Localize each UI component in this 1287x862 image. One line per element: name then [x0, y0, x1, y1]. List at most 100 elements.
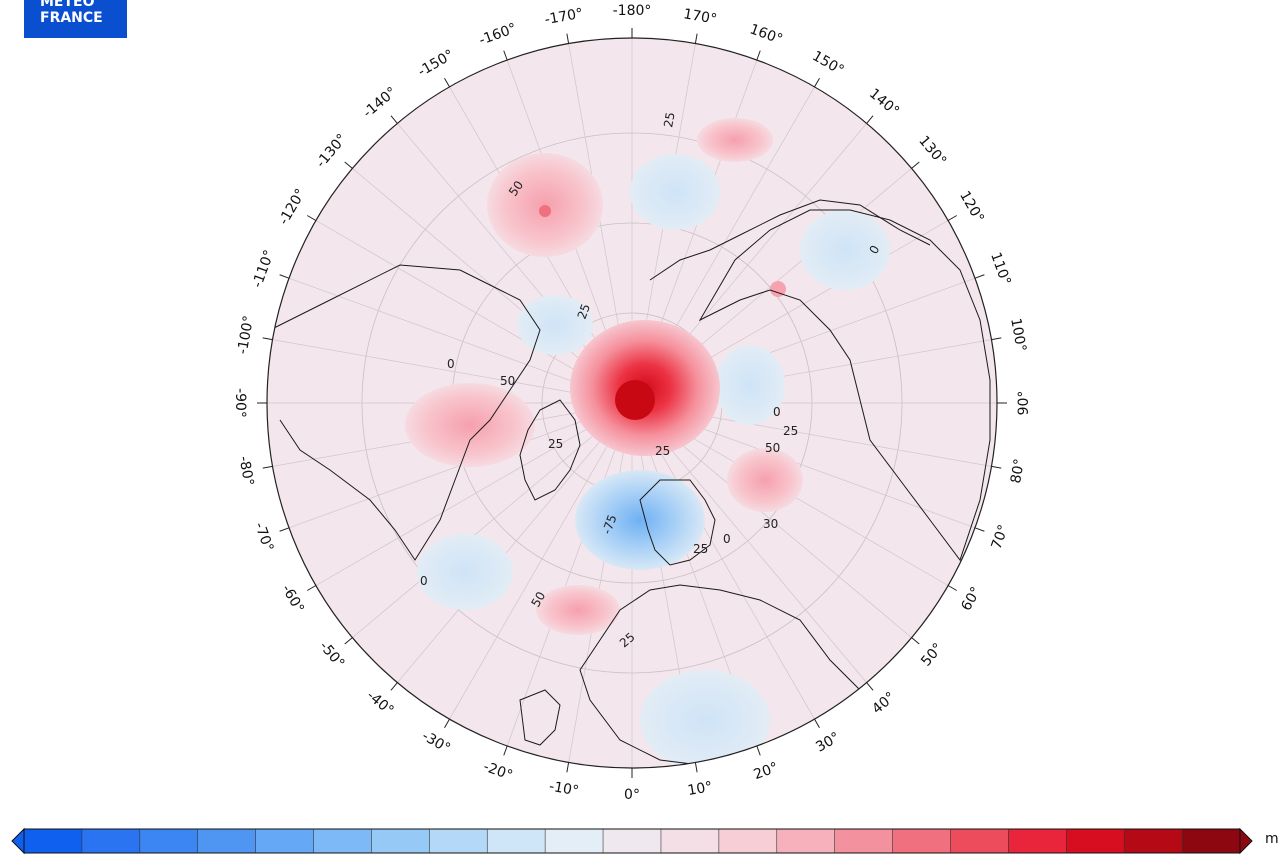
colorbar-swatch [718, 829, 778, 853]
colorbar-swatch [24, 829, 83, 853]
contour-label: 25 [655, 444, 670, 458]
anomaly-blob [697, 118, 773, 162]
colorbar-graphic [11, 827, 1253, 855]
longitude-label: -20° [481, 759, 515, 784]
longitude-label: 10° [686, 779, 713, 799]
longitude-tick [279, 274, 290, 279]
meridian [352, 402, 633, 638]
longitude-tick [866, 115, 874, 124]
longitude-tick [566, 33, 570, 44]
longitude-tick [306, 585, 317, 591]
longitude-label: -90° [232, 388, 248, 418]
anomaly-blob [405, 383, 535, 467]
contour-label: 50 [500, 374, 515, 388]
longitude-label: -50° [316, 638, 347, 671]
colorbar-unit-label: m [1265, 831, 1279, 847]
longitude-label: -30° [419, 728, 453, 757]
meridian [568, 402, 633, 763]
logo-line-1: METEO [40, 0, 95, 10]
longitude-label: 140° [866, 86, 902, 120]
longitude-tick [814, 718, 820, 729]
longitude-tick [390, 682, 398, 691]
longitude-label: -130° [313, 131, 350, 171]
longitude-tick [947, 215, 958, 221]
anomaly-blob [417, 534, 513, 610]
coastline-iberia-africa [519, 689, 561, 746]
meteo-france-logo: METEO FRANCE [24, 0, 127, 38]
contour-label: 50 [765, 441, 780, 455]
longitude-label: 150° [809, 48, 846, 79]
logo-line-2: FRANCE [40, 10, 103, 26]
longitude-label: 120° [956, 188, 987, 225]
longitude-label: -10° [548, 779, 580, 800]
colorbar-swatch [834, 829, 894, 853]
longitude-label: 50° [918, 640, 946, 669]
anomaly-blob [640, 670, 770, 768]
colorbar-swatch [1182, 829, 1241, 853]
longitude-tick [911, 637, 920, 645]
anomaly-blob [727, 448, 803, 512]
longitude-label: 80° [1008, 457, 1028, 484]
contour-label: 0 [773, 405, 781, 419]
longitude-label: 30° [813, 729, 843, 755]
longitude-label: -60° [278, 582, 307, 616]
longitude-label: -110° [249, 248, 277, 290]
longitude-tick [694, 762, 698, 773]
colorbar-swatch [603, 829, 662, 853]
longitude-tick [756, 745, 761, 756]
longitude-tick [566, 762, 570, 773]
longitude-tick [991, 465, 1002, 469]
colorbar-swatch [1124, 829, 1183, 853]
longitude-label: -70° [251, 520, 276, 554]
longitude-label: -160° [477, 20, 519, 48]
longitude-label: 70° [989, 523, 1013, 552]
contour-label: -75 [600, 513, 620, 536]
meridian [449, 402, 633, 720]
anomaly-core [539, 205, 551, 217]
colorbar-swatch [139, 829, 199, 853]
anomaly-blob [575, 470, 705, 570]
colorbar-swatch [1066, 829, 1125, 853]
colorbar-swatch [660, 829, 720, 853]
contour-label: 25 [548, 437, 563, 451]
longitude-label: -150° [415, 47, 457, 80]
colorbar-swatch [313, 829, 372, 853]
longitude-label: 100° [1007, 317, 1029, 353]
meridian [397, 402, 633, 683]
colorbar-frame [23, 828, 1241, 854]
anomaly-blob [800, 210, 890, 290]
longitude-label: 130° [915, 133, 949, 169]
meridian [631, 402, 815, 720]
coastline-asia [698, 209, 991, 562]
contour-label: 0 [447, 357, 455, 371]
contour-labels: 25 50 0 25 50 0 25 25 0 25 50 -75 25 0 3… [420, 111, 882, 650]
coastline-greenland [519, 399, 581, 501]
longitude-tick [694, 33, 698, 44]
contour-label: 50 [528, 589, 548, 609]
anomaly-blob [715, 345, 785, 425]
colorbar-swatch [255, 829, 315, 853]
longitude-label: -100° [235, 314, 257, 355]
longitude-tick [279, 527, 290, 532]
anomaly-field [405, 118, 890, 768]
coastline-north-america [269, 264, 541, 561]
longitude-tick [911, 161, 920, 169]
colorbar-swatch [81, 829, 141, 853]
longitude-tick [756, 50, 761, 61]
colorbar [0, 822, 1287, 858]
longitude-tick [503, 50, 508, 61]
longitude-tick [974, 274, 985, 279]
coastline-scandinavia [639, 479, 716, 566]
anomaly-core [615, 380, 655, 420]
contour-label: 25 [693, 542, 708, 556]
anomaly-blob [630, 154, 720, 230]
colorbar-swatch [1008, 829, 1067, 853]
longitude-tick [503, 745, 508, 756]
coastline-siberia [649, 199, 931, 281]
longitude-label: 20° [752, 760, 781, 784]
longitude-label: 90° [1016, 391, 1032, 416]
longitude-label: 160° [747, 21, 784, 48]
longitude-label: -140° [360, 84, 400, 121]
longitude-tick [262, 337, 273, 341]
longitude-label: 170° [682, 6, 718, 28]
